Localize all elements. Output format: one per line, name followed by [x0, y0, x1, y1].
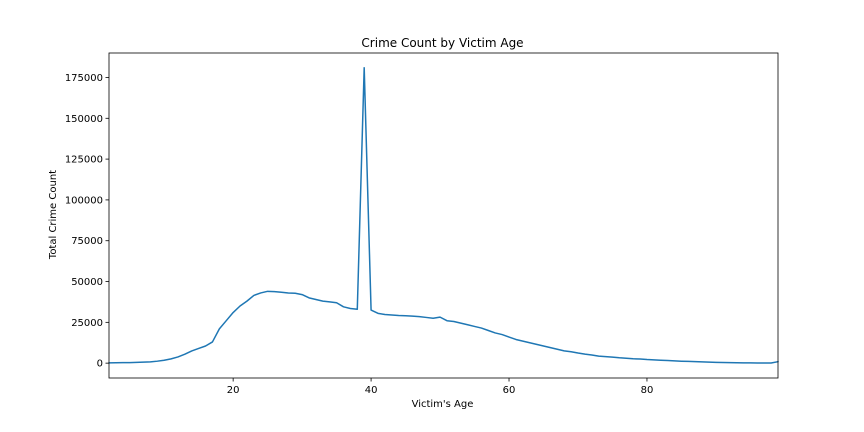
y-tick-label: 150000	[65, 114, 103, 125]
y-tick-label: 125000	[65, 155, 103, 166]
plot-frame	[108, 52, 779, 379]
y-tick-label: 25000	[71, 318, 103, 329]
x-tick-label: 60	[503, 385, 516, 396]
x-tick-label: 20	[227, 385, 240, 396]
y-tick-label: 0	[97, 359, 103, 370]
x-axis-label: Victim's Age	[412, 399, 474, 410]
series-line-0	[108, 66, 779, 364]
plot-area: 20 40 60 80 0 25000 50000 75000 100000 125000 1500…	[65, 66, 779, 396]
y-axis-label: Total Crime Count	[48, 170, 59, 260]
y-tick-label: 175000	[65, 73, 103, 84]
y-tick-label: 75000	[71, 236, 103, 247]
x-tick-label: 40	[365, 385, 378, 396]
y-tick-label: 100000	[65, 195, 103, 206]
y-tick-label: 50000	[71, 277, 103, 288]
chart-title: Crime Count by Victim Age	[361, 36, 523, 50]
x-tick-label: 80	[641, 385, 654, 396]
